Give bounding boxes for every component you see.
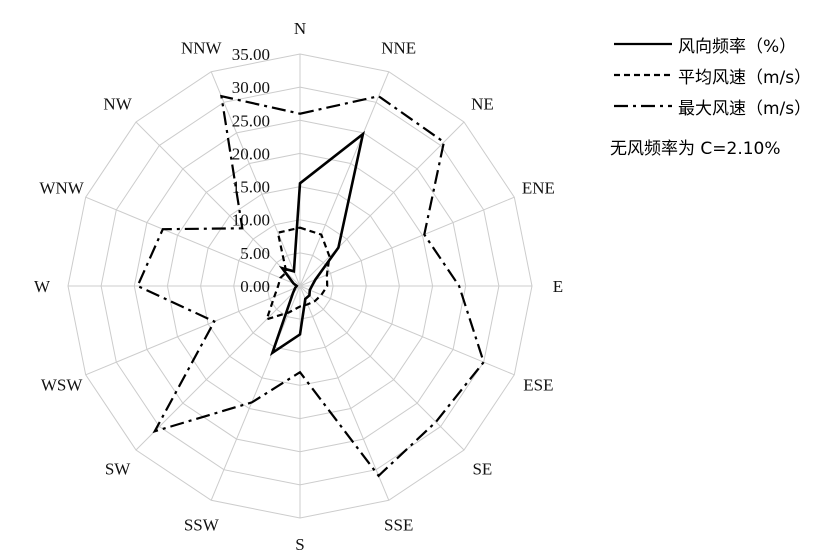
- radial-tick-label: 5.00: [240, 244, 270, 263]
- radial-tick-label: 15.00: [232, 178, 270, 197]
- grid-spoke: [299, 71, 390, 287]
- series-line-dashed: [264, 226, 331, 321]
- legend-item-mean-speed: 平均风速（m/s）: [614, 63, 812, 88]
- legend-swatch-solid: [614, 42, 672, 46]
- legend-swatch-dashed: [614, 73, 672, 77]
- grid-spoke: [135, 285, 301, 451]
- direction-label-nne: NNE: [381, 39, 416, 58]
- radial-tick-label: 25.00: [232, 111, 270, 130]
- legend-label-mean-speed: 平均风速（m/s）: [678, 67, 812, 88]
- direction-label-w: W: [34, 277, 51, 296]
- direction-label-s: S: [295, 535, 304, 554]
- radar-grid: [67, 53, 533, 519]
- radial-tick-label: 10.00: [232, 211, 270, 230]
- grid-spoke: [299, 285, 465, 451]
- calm-frequency-note: 无风频率为 C=2.10%: [610, 139, 781, 159]
- legend-item-max-speed: 最大风速（m/s）: [614, 94, 812, 119]
- grid-spoke: [299, 285, 515, 376]
- legend-swatch-dash-dot: [614, 104, 672, 108]
- direction-label-nw: NW: [103, 95, 132, 114]
- direction-label-wsw: WSW: [41, 376, 84, 395]
- direction-label-ese: ESE: [523, 376, 553, 395]
- grid-spoke: [85, 196, 301, 287]
- series-line-solid: [269, 130, 365, 357]
- radial-tick-label: 30.00: [232, 78, 270, 97]
- radial-tick-labels: 0.00 5.00 10.00 15.00 20.00 25.00 30.00 35.00: [232, 45, 270, 296]
- wind-rose-chart: 0.00 5.00 10.00 15.00 20.00 25.00 30.00 35.00 N…: [34, 19, 563, 554]
- direction-label-n: N: [294, 19, 306, 38]
- grid-spoke: [299, 121, 465, 287]
- legend-label-frequency: 风向频率（%）: [678, 36, 797, 57]
- grid-spoke: [135, 121, 301, 287]
- radial-tick-label: 0.00: [240, 277, 270, 296]
- series-lines: [136, 94, 485, 478]
- radial-tick-label: 20.00: [232, 144, 270, 163]
- series-line-dash-dot: [136, 94, 485, 478]
- direction-label-sse: SSE: [384, 515, 413, 534]
- grid-spoke: [299, 285, 390, 501]
- direction-label-e: E: [553, 277, 563, 296]
- direction-label-ne: NE: [471, 95, 494, 114]
- legend-item-frequency: 风向频率（%）: [614, 32, 797, 57]
- direction-label-ssw: SSW: [184, 515, 220, 534]
- direction-label-sw: SW: [105, 459, 131, 478]
- grid-spoke: [210, 285, 301, 501]
- direction-label-se: SE: [472, 459, 492, 478]
- direction-labels: N NNE NE ENE E ESE SE SSE S SSW SW WSW W WNW NW NNW: [34, 19, 563, 554]
- grid-spoke: [85, 285, 301, 376]
- direction-label-ene: ENE: [522, 178, 555, 197]
- grid-spoke: [210, 71, 301, 287]
- grid-spoke: [299, 196, 515, 287]
- legend-label-max-speed: 最大风速（m/s）: [678, 98, 812, 119]
- direction-label-wnw: WNW: [39, 178, 84, 197]
- radial-tick-label: 35.00: [232, 45, 270, 64]
- direction-label-nnw: NNW: [181, 39, 223, 58]
